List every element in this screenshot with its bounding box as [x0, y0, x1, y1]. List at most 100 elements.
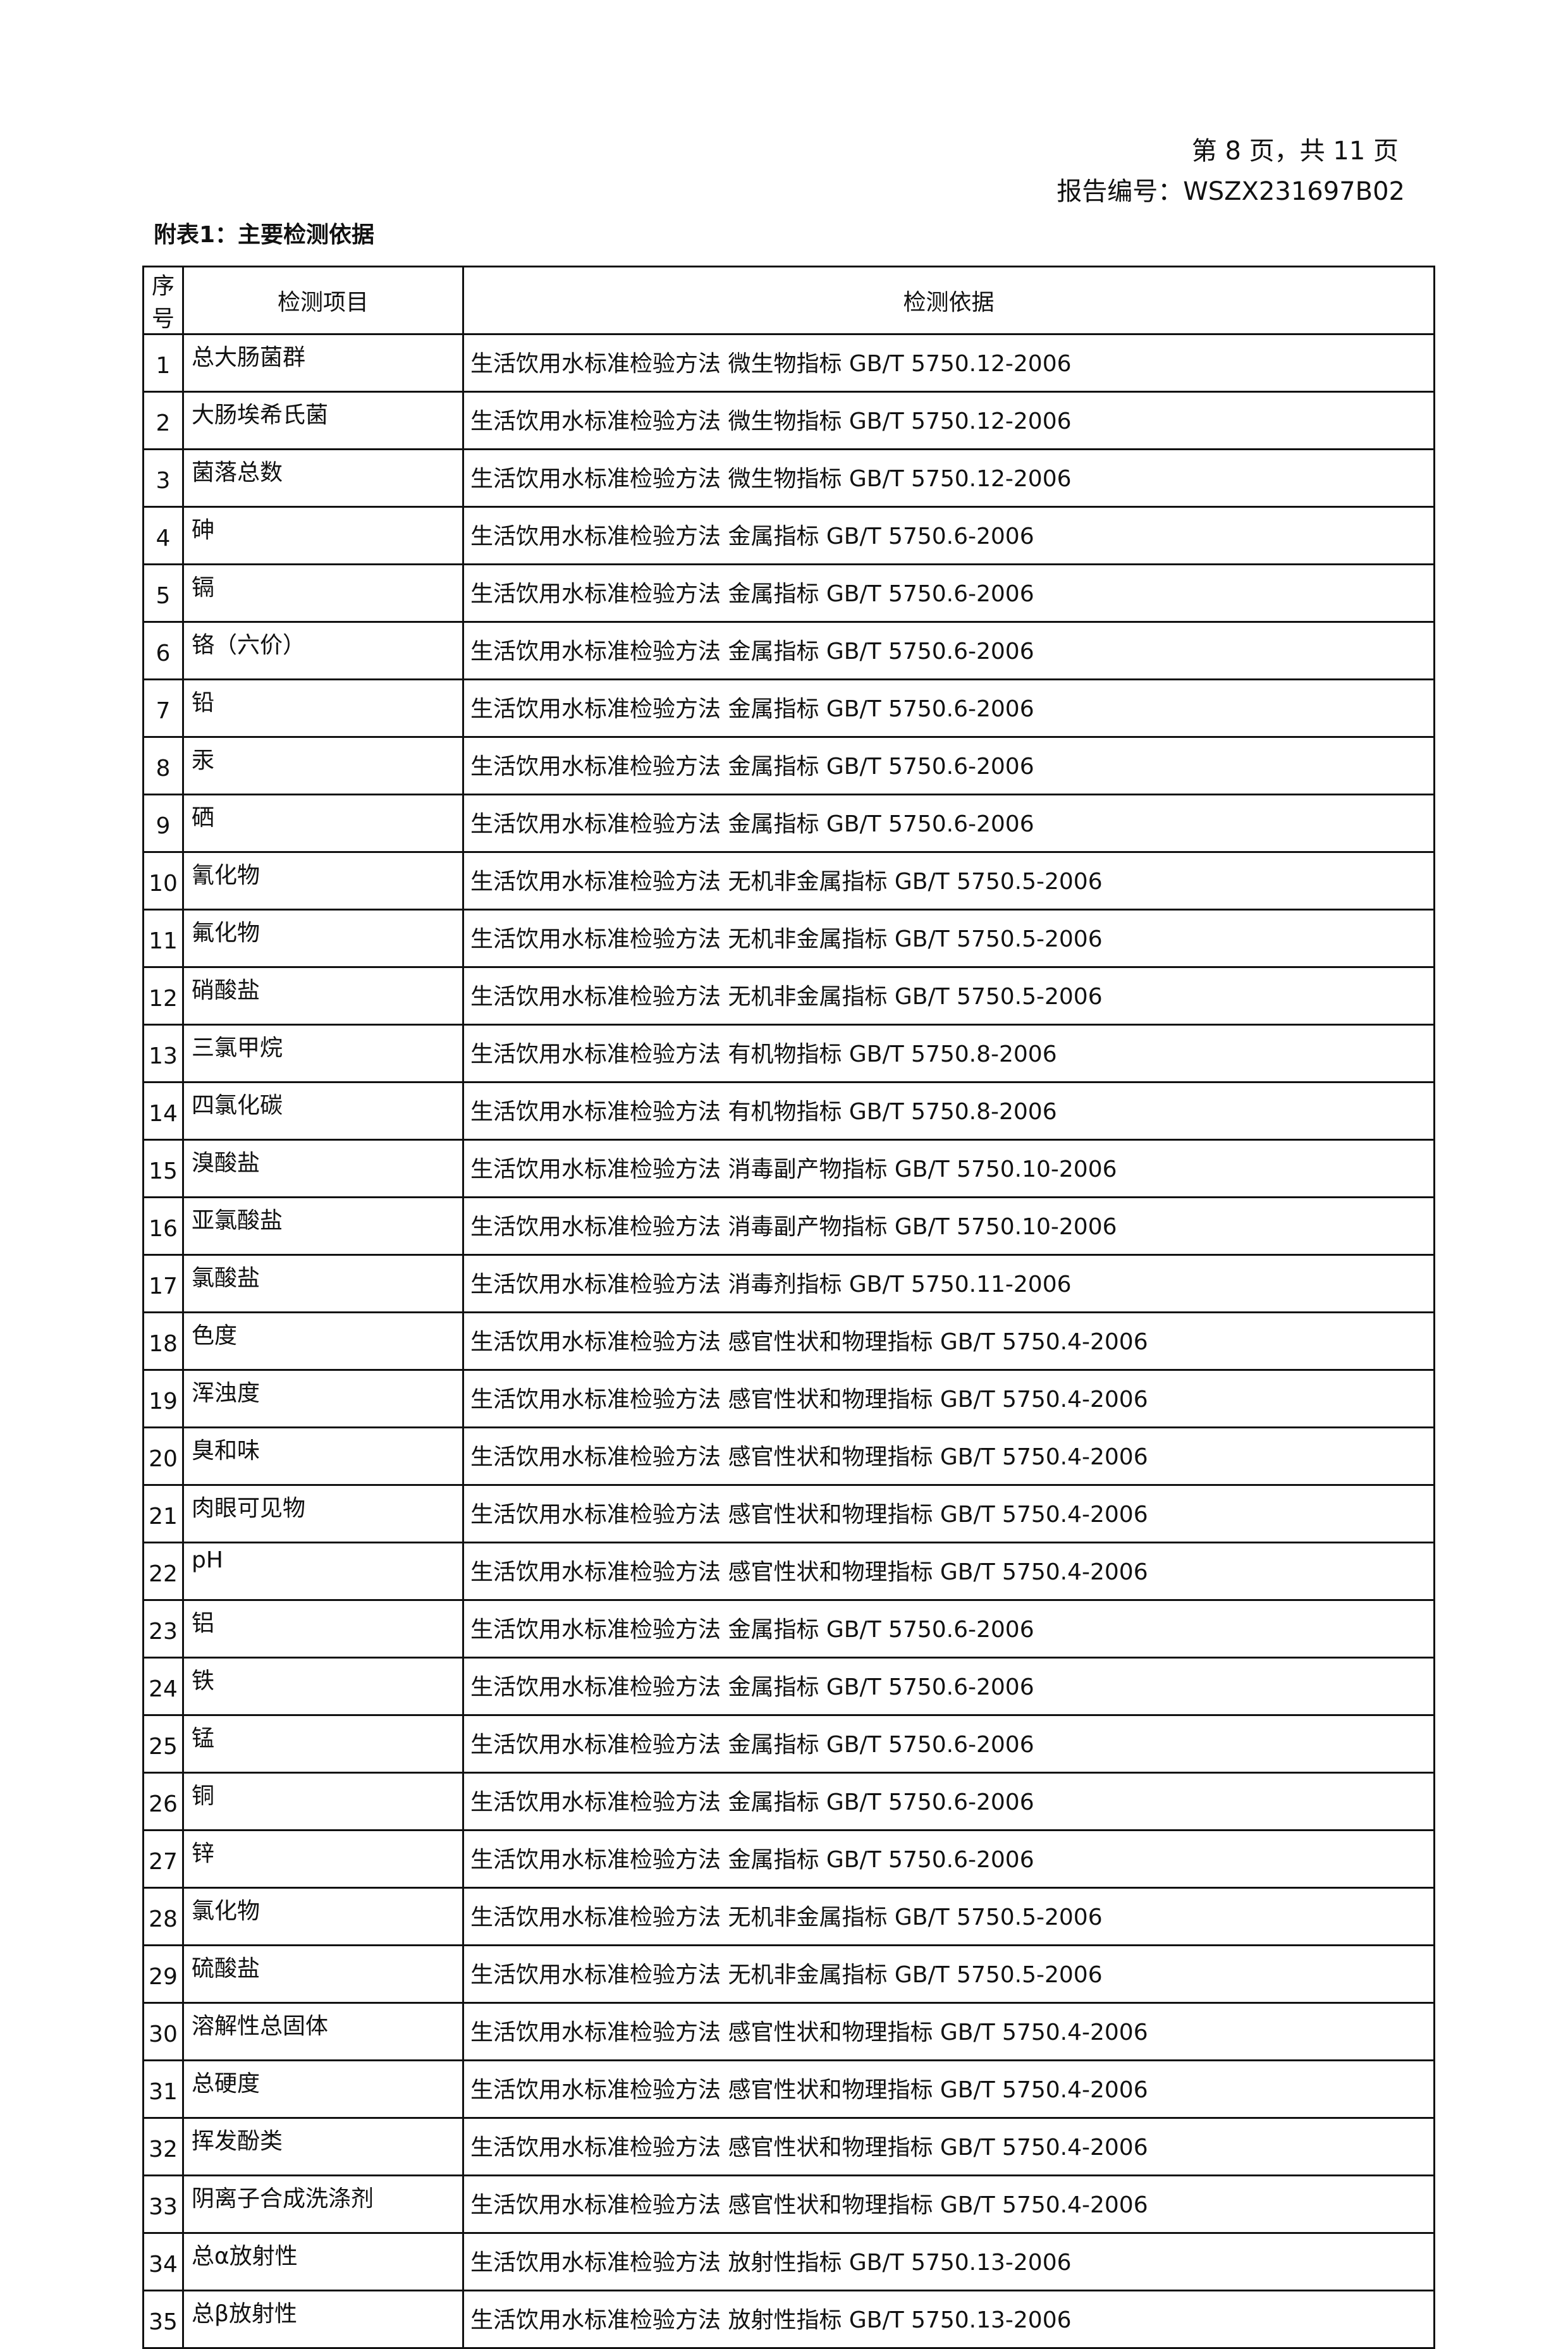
table-row: 30 溶解性总固体 生活饮用水标准检验方法 感官性状和物理指标 GB/T 5750.…: [142, 2002, 1435, 2061]
item-cell: 硫酸盐: [182, 1944, 464, 2004]
table-row: 22 pH 生活饮用水标准检验方法 感官性状和物理指标 GB/T 5750.4-20…: [142, 1542, 1435, 1601]
item-cell: 亚氯酸盐: [182, 1196, 464, 1256]
basis-cell: 生活饮用水标准检验方法 金属指标 GB/T 5750.6-2006: [462, 1657, 1435, 1716]
item-cell: 总硬度: [182, 2059, 464, 2119]
item-cell: 铁: [182, 1657, 464, 1716]
item-cell: 铝: [182, 1599, 464, 1659]
table-row: 2 大肠埃希氏菌 生活饮用水标准检验方法 微生物指标 GB/T 5750.12-20…: [142, 391, 1435, 450]
item-cell: 铜: [182, 1772, 464, 1831]
item-cell: 锌: [182, 1829, 464, 1889]
seq-cell: 19: [142, 1369, 184, 1428]
seq-cell: 25: [142, 1714, 184, 1774]
item-cell: 铅: [182, 678, 464, 738]
table-row: 9 硒生活饮用水标准检验方法 金属指标 GB/T 5750.6-2006: [142, 794, 1435, 853]
table-row: 6 铬（六价） 生活饮用水标准检验方法 金属指标 GB/T 5750.6-2006: [142, 621, 1435, 680]
seq-cell: 13: [142, 1024, 184, 1083]
report-number: 报告编号：WSZX231697B02: [1057, 177, 1405, 206]
item-cell: 色度: [182, 1311, 464, 1371]
basis-cell: 生活饮用水标准检验方法 无机非金属指标 GB/T 5750.5-2006: [462, 909, 1435, 968]
item-cell: 挥发酚类: [182, 2117, 464, 2176]
item-cell: 菌落总数: [182, 448, 464, 508]
table-row: 12 硝酸盐 生活饮用水标准检验方法 无机非金属指标 GB/T 5750.5-200…: [142, 966, 1435, 1026]
seq-cell: 30: [142, 2002, 184, 2061]
table-row: 19 浑浊度 生活饮用水标准检验方法 感官性状和物理指标 GB/T 5750.4-2…: [142, 1369, 1435, 1428]
basis-cell: 生活饮用水标准检验方法 感官性状和物理指标 GB/T 5750.4-2006: [462, 1484, 1435, 1543]
item-cell: 砷: [182, 506, 464, 565]
basis-cell: 生活饮用水标准检验方法 有机物指标 GB/T 5750.8-2006: [462, 1081, 1435, 1141]
seq-cell: 21: [142, 1484, 184, 1543]
basis-cell: 生活饮用水标准检验方法 感官性状和物理指标 GB/T 5750.4-2006: [462, 1369, 1435, 1428]
item-cell: 总α放射性: [182, 2232, 464, 2291]
item-cell: 硝酸盐: [182, 966, 464, 1026]
item-cell: 总β放射性: [182, 2290, 464, 2349]
seq-cell: 17: [142, 1254, 184, 1313]
seq-cell: 34: [142, 2232, 184, 2291]
table-row: 11 氟化物 生活饮用水标准检验方法 无机非金属指标 GB/T 5750.5-200…: [142, 909, 1435, 968]
basis-cell: 生活饮用水标准检验方法 有机物指标 GB/T 5750.8-2006: [462, 1024, 1435, 1083]
table-row: 7 铅生活饮用水标准检验方法 金属指标 GB/T 5750.6-2006: [142, 678, 1435, 738]
item-cell: 氯酸盐: [182, 1254, 464, 1313]
table-row: 14 四氯化碳 生活饮用水标准检验方法 有机物指标 GB/T 5750.8-2006: [142, 1081, 1435, 1141]
table-row: 20 臭和味 生活饮用水标准检验方法 感官性状和物理指标 GB/T 5750.4-2…: [142, 1426, 1435, 1486]
item-cell: 阴离子合成洗涤剂: [182, 2174, 464, 2234]
table-row: 17 氯酸盐 生活饮用水标准检验方法 消毒剂指标 GB/T 5750.11-2006: [142, 1254, 1435, 1313]
item-cell: 三氯甲烷: [182, 1024, 464, 1083]
basis-cell: 生活饮用水标准检验方法 消毒副产物指标 GB/T 5750.10-2006: [462, 1139, 1435, 1198]
table-row: 25 锰生活饮用水标准检验方法 金属指标 GB/T 5750.6-2006: [142, 1714, 1435, 1774]
basis-cell: 生活饮用水标准检验方法 微生物指标 GB/T 5750.12-2006: [462, 333, 1435, 393]
seq-cell: 23: [142, 1599, 184, 1659]
table-row: 34 总α放射性 生活饮用水标准检验方法 放射性指标 GB/T 5750.13-20…: [142, 2232, 1435, 2291]
table-header-row: 序号 检测项目 检测依据: [142, 266, 1435, 335]
seq-cell: 4: [142, 506, 184, 565]
item-cell: 溶解性总固体: [182, 2002, 464, 2061]
basis-cell: 生活饮用水标准检验方法 无机非金属指标 GB/T 5750.5-2006: [462, 1944, 1435, 2004]
basis-cell: 生活饮用水标准检验方法 金属指标 GB/T 5750.6-2006: [462, 678, 1435, 738]
seq-cell: 16: [142, 1196, 184, 1256]
basis-cell: 生活饮用水标准检验方法 感官性状和物理指标 GB/T 5750.4-2006: [462, 1426, 1435, 1486]
table-row: 26 铜生活饮用水标准检验方法 金属指标 GB/T 5750.6-2006: [142, 1772, 1435, 1831]
column-header-basis: 检测依据: [462, 266, 1435, 335]
item-cell: 氟化物: [182, 909, 464, 968]
table-row: 1 总大肠菌群 生活饮用水标准检验方法 微生物指标 GB/T 5750.12-200…: [142, 333, 1435, 393]
basis-cell: 生活饮用水标准检验方法 金属指标 GB/T 5750.6-2006: [462, 736, 1435, 795]
seq-cell: 11: [142, 909, 184, 968]
seq-cell: 32: [142, 2117, 184, 2176]
item-cell: pH: [182, 1542, 464, 1601]
column-header-item: 检测项目: [182, 266, 464, 335]
table-row: 18 色度 生活饮用水标准检验方法 感官性状和物理指标 GB/T 5750.4-20…: [142, 1311, 1435, 1371]
table-row: 13 三氯甲烷 生活饮用水标准检验方法 有机物指标 GB/T 5750.8-2006: [142, 1024, 1435, 1083]
basis-cell: 生活饮用水标准检验方法 金属指标 GB/T 5750.6-2006: [462, 1772, 1435, 1831]
seq-cell: 1: [142, 333, 184, 393]
seq-cell: 28: [142, 1887, 184, 1946]
table-row: 15 溴酸盐 生活饮用水标准检验方法 消毒副产物指标 GB/T 5750.10-20…: [142, 1139, 1435, 1198]
basis-cell: 生活饮用水标准检验方法 金属指标 GB/T 5750.6-2006: [462, 1599, 1435, 1659]
seq-cell: 12: [142, 966, 184, 1026]
seq-cell: 3: [142, 448, 184, 508]
basis-cell: 生活饮用水标准检验方法 金属指标 GB/T 5750.6-2006: [462, 1714, 1435, 1774]
seq-cell: 2: [142, 391, 184, 450]
table-row: 27 锌生活饮用水标准检验方法 金属指标 GB/T 5750.6-2006: [142, 1829, 1435, 1889]
column-header-seq: 序号: [142, 266, 184, 335]
basis-cell: 生活饮用水标准检验方法 微生物指标 GB/T 5750.12-2006: [462, 448, 1435, 508]
basis-cell: 生活饮用水标准检验方法 金属指标 GB/T 5750.6-2006: [462, 621, 1435, 680]
page-number: 第 8 页，共 11 页: [1191, 137, 1399, 166]
seq-cell: 14: [142, 1081, 184, 1141]
item-cell: 溴酸盐: [182, 1139, 464, 1198]
seq-cell: 35: [142, 2290, 184, 2349]
basis-cell: 生活饮用水标准检验方法 感官性状和物理指标 GB/T 5750.4-2006: [462, 2002, 1435, 2061]
item-cell: 镉: [182, 563, 464, 623]
seq-cell: 5: [142, 563, 184, 623]
seq-cell: 7: [142, 678, 184, 738]
item-cell: 四氯化碳: [182, 1081, 464, 1141]
item-cell: 浑浊度: [182, 1369, 464, 1428]
seq-cell: 6: [142, 621, 184, 680]
basis-cell: 生活饮用水标准检验方法 感官性状和物理指标 GB/T 5750.4-2006: [462, 1311, 1435, 1371]
table-title: 附表1：主要检测依据: [154, 222, 375, 248]
seq-cell: 22: [142, 1542, 184, 1601]
table-row: 29 硫酸盐 生活饮用水标准检验方法 无机非金属指标 GB/T 5750.5-200…: [142, 1944, 1435, 2004]
basis-cell: 生活饮用水标准检验方法 感官性状和物理指标 GB/T 5750.4-2006: [462, 1542, 1435, 1601]
table-row: 28 氯化物 生活饮用水标准检验方法 无机非金属指标 GB/T 5750.5-200…: [142, 1887, 1435, 1946]
basis-cell: 生活饮用水标准检验方法 放射性指标 GB/T 5750.13-2006: [462, 2232, 1435, 2291]
basis-cell: 生活饮用水标准检验方法 放射性指标 GB/T 5750.13-2006: [462, 2290, 1435, 2349]
table-row: 31 总硬度 生活饮用水标准检验方法 感官性状和物理指标 GB/T 5750.4-2…: [142, 2059, 1435, 2119]
